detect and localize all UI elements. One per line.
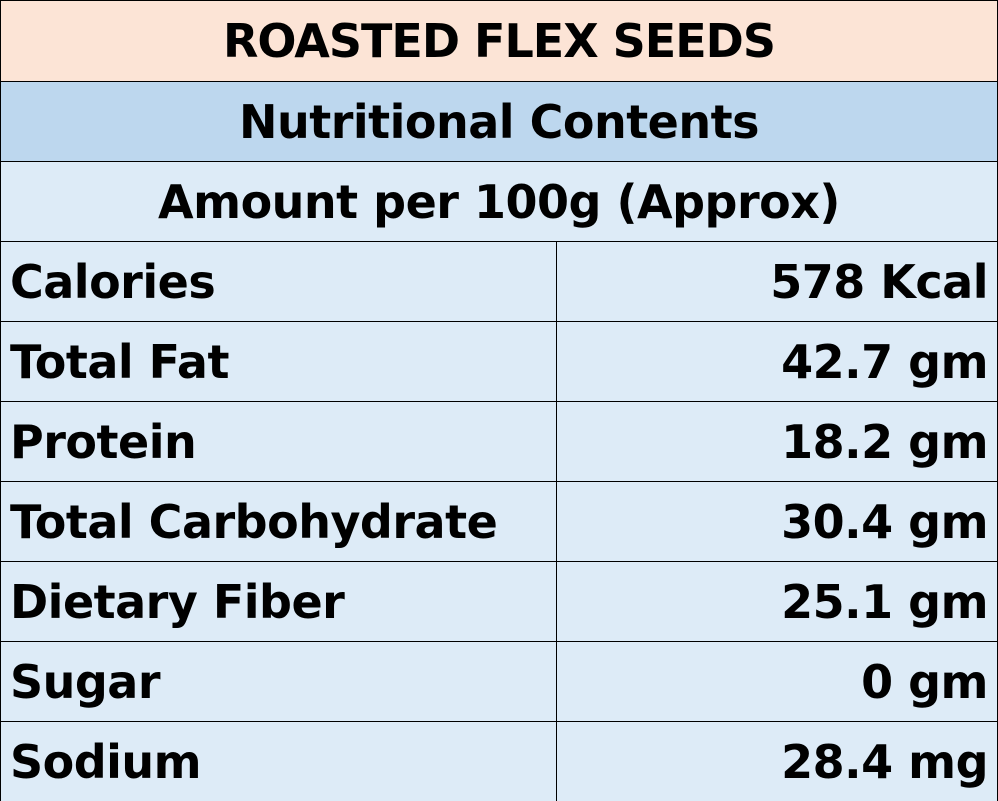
nutrient-value-sodium: 28.4 mg <box>557 722 997 801</box>
amount-header: Amount per 100g (Approx) <box>1 162 997 241</box>
nutrient-value-total-fat: 42.7 gm <box>557 322 997 401</box>
nutrient-value-calories: 578 Kcal <box>557 242 997 321</box>
nutrient-name-protein: Protein <box>1 402 556 481</box>
nutrient-name-dietary-fiber: Dietary Fiber <box>1 562 556 641</box>
nutrient-value-protein: 18.2 gm <box>557 402 997 481</box>
nutrient-value-sugar: 0 gm <box>557 642 997 721</box>
nutrient-name-sugar: Sugar <box>1 642 556 721</box>
nutrient-value-dietary-fiber: 25.1 gm <box>557 562 997 641</box>
table-title: ROASTED FLEX SEEDS <box>1 1 997 81</box>
table-subtitle: Nutritional Contents <box>1 82 997 161</box>
nutrient-name-total-carbohydrate: Total Carbohydrate <box>1 482 556 561</box>
nutrient-name-calories: Calories <box>1 242 556 321</box>
nutrient-value-total-carbohydrate: 30.4 gm <box>557 482 997 561</box>
nutrient-name-sodium: Sodium <box>1 722 556 801</box>
nutrient-name-total-fat: Total Fat <box>1 322 556 401</box>
